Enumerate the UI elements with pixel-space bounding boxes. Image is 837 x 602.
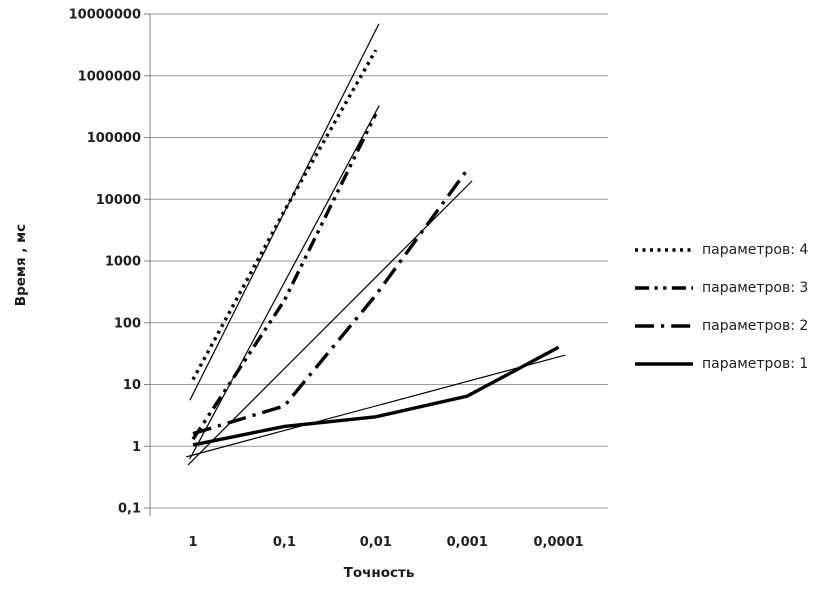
x-tick-label: 0,001 [447, 535, 488, 550]
x-axis-title: Точность [343, 565, 415, 581]
y-tick-label: 1000000 [78, 69, 141, 84]
trendline-2 [189, 105, 380, 460]
y-tick-label: 1000 [105, 255, 141, 270]
trendline-3 [187, 180, 473, 466]
legend-marker-long-dash-dot [635, 324, 693, 328]
y-tick-label: 10000 [96, 193, 141, 208]
series-line-3 [192, 168, 469, 436]
x-tick-label: 0,1 [273, 535, 296, 550]
legend-marker-dotted [635, 248, 693, 252]
legend-label: параметров: 1 [702, 356, 809, 372]
legend-item: параметров: 2 [633, 307, 808, 345]
legend-marker-solid [635, 362, 693, 366]
series-line-2 [191, 113, 378, 441]
x-tick-label: 0,01 [360, 535, 392, 550]
legend-marker-dash-dot-dot [635, 286, 693, 290]
legend-item: параметров: 4 [633, 231, 808, 269]
y-tick-label: 10 [123, 378, 141, 393]
y-axis-title: Время , мс [13, 223, 29, 307]
y-tick-label: 100000 [87, 131, 141, 146]
legend-label: параметров: 2 [702, 318, 809, 334]
series-line-4 [192, 345, 560, 447]
legend-item: параметров: 3 [633, 269, 808, 307]
x-tick-label: 1 [188, 535, 197, 550]
y-tick-label: 0,1 [118, 502, 141, 517]
legend-item: параметров: 1 [633, 345, 808, 383]
x-tick-label: 0,0001 [534, 535, 584, 550]
legend-label: параметров: 4 [702, 242, 809, 258]
trendline-1 [189, 23, 380, 401]
y-tick-label: 100 [114, 316, 141, 331]
legend: параметров: 4 параметров: 3 параметров: … [633, 231, 808, 383]
legend-label: параметров: 3 [702, 280, 809, 296]
y-tick-label: 1 [132, 440, 141, 455]
series-line-1 [191, 49, 378, 381]
trendline-4 [186, 354, 566, 458]
y-tick-label: 10000000 [69, 8, 141, 23]
